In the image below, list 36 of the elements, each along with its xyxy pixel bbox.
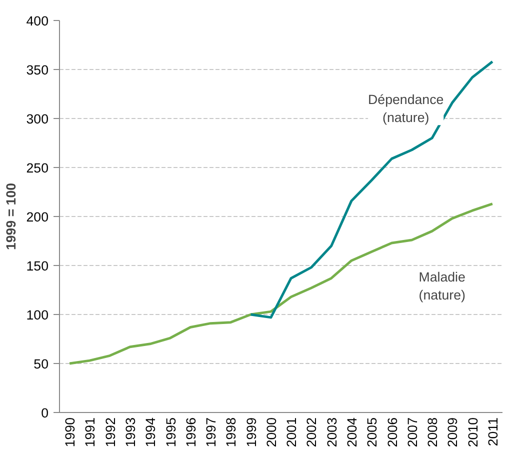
y-tick-label: 400 [26,14,49,28]
x-tick-label: 2003 [324,417,340,448]
x-tick-label: 2001 [284,417,300,448]
x-tick-label: 2002 [304,417,320,448]
line-series [68,202,494,365]
x-tick-label: 2006 [384,417,400,448]
y-tick-label: 50 [34,356,49,372]
y-tick-label: 350 [26,62,49,78]
x-tick-label: 1998 [224,417,239,448]
x-tick-label: 2004 [344,416,360,448]
y-tick-label: 200 [26,210,49,224]
x-tick-label: 2008 [425,417,440,448]
x-tick-label: 1994 [143,416,158,448]
line-series [250,60,494,319]
x-tick-label: 1990 [62,417,78,448]
x-tick-label: 1992 [102,417,118,448]
x-tick-label: 2000 [264,417,279,448]
x-tick-label: 2007 [404,417,420,448]
x-tick-label: 1999 [244,417,259,448]
y-axis-title: 1999 = 100 [3,182,18,250]
x-tick-label: 2005 [364,417,380,448]
text: Maladie (nature) [418,270,466,303]
x-tick-label: 1996 [183,417,198,448]
series-label: Dépendance (nature) [368,92,444,126]
x-tick-label: 1993 [122,417,138,448]
y-tick-label: 250 [26,160,49,176]
x-tick-label: 2011 [485,417,500,446]
x-tick-label: 1995 [163,417,178,448]
y-tick-label: 100 [26,308,49,322]
x-tick-label: 1991 [82,417,98,448]
y-tick-label: 0 [41,406,49,420]
y-tick-label: 150 [26,258,49,274]
y-tick-label: 300 [26,112,49,126]
x-tick-label: 2010 [465,417,480,448]
x-tick-label: 1997 [204,417,219,448]
x-tick-label: 2009 [445,417,460,448]
